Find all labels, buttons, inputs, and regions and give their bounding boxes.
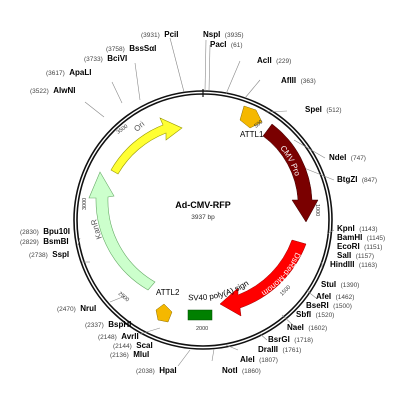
- site-label: NdeI (747): [329, 147, 366, 164]
- feature-kanr: KanR: [88, 171, 156, 291]
- tick-3000: 3000: [82, 198, 88, 210]
- tick-3500: 3500: [116, 124, 129, 136]
- dsred-arrow: [219, 239, 307, 317]
- site-labels: (3931) PciI NspI (3935) PacI (61) AclI (…: [20, 24, 385, 377]
- cmv-arrow: [262, 123, 319, 223]
- tick-1500: 1500: [279, 285, 292, 298]
- attl2-label: ATTL2: [156, 288, 180, 297]
- site-label: (2136) MluI: [110, 344, 149, 361]
- site-label: DraIII (1761): [258, 339, 301, 356]
- site-label: SalI (1157): [337, 245, 374, 262]
- site-label: (2038) HpaI: [136, 360, 177, 377]
- tick-1000: 1000: [314, 204, 320, 216]
- site-label: PacI (61): [210, 34, 242, 51]
- site-label: StuI (1390): [321, 274, 359, 291]
- site-label: (3617) ApaLI: [46, 62, 91, 79]
- leader-lines: [77, 37, 335, 367]
- site-label: AfeI (1462): [316, 286, 354, 303]
- plasmid-size: 3937 bp: [191, 214, 215, 221]
- ori-label: Ori: [132, 119, 146, 133]
- feature-attl2: ATTL2: [155, 288, 180, 323]
- site-label: NspI (3935): [203, 24, 244, 41]
- site-label: AleI (1807): [240, 349, 278, 366]
- site-label: EcoRI (1151): [337, 236, 382, 253]
- site-label: BtgZI (847): [337, 169, 377, 186]
- site-label: KpnI (1143): [337, 218, 378, 235]
- site-label: BamHI (1145): [337, 227, 385, 244]
- ori-label-path: Ori: [132, 119, 146, 133]
- site-label: (2829) BsmBI: [20, 231, 69, 248]
- site-label: AflII (363): [281, 70, 316, 87]
- tick-2500: 2500: [117, 291, 130, 303]
- tick-500: 500: [253, 119, 264, 130]
- site-label: AclI (229): [257, 50, 291, 67]
- feature-attl1: ATTL1: [239, 105, 264, 139]
- site-label: BseRI (1500): [306, 295, 352, 312]
- site-label: NaeI (1602): [287, 317, 327, 334]
- site-label: NotI (1860): [222, 360, 261, 377]
- ori-arrow: [110, 117, 183, 175]
- plasmid-name: Ad-CMV-RFP: [175, 200, 231, 210]
- site-label: (2337) BspHI: [85, 314, 131, 331]
- site-label: SbfI (1520): [296, 304, 334, 321]
- site-label: SpeI (512): [305, 99, 342, 116]
- attl1-arrow: [239, 105, 263, 129]
- site-label: (2144) ScaI: [113, 335, 153, 352]
- site-label: (2148) AvrII: [98, 326, 139, 343]
- site-label: BsrGI (1718): [268, 329, 313, 346]
- site-label: (3522) AlwNI: [30, 80, 75, 97]
- site-label: (2738) SspI: [29, 244, 69, 261]
- site-label: (2470) NruI: [57, 298, 96, 315]
- site-label: HindIII (1163): [330, 254, 377, 271]
- site-label: (2830) Bpu10I: [20, 221, 70, 238]
- site-label: (3931) PciI: [141, 24, 178, 41]
- sv40-block: [187, 309, 213, 321]
- kanr-arrow: [88, 171, 156, 291]
- site-label: (3733) BciVI: [84, 48, 127, 65]
- site-label: (3758) BssSαI: [106, 38, 156, 55]
- tick-2000: 2000: [196, 326, 208, 332]
- attl2-arrow: [155, 303, 173, 323]
- attl1-label: ATTL1: [240, 130, 264, 139]
